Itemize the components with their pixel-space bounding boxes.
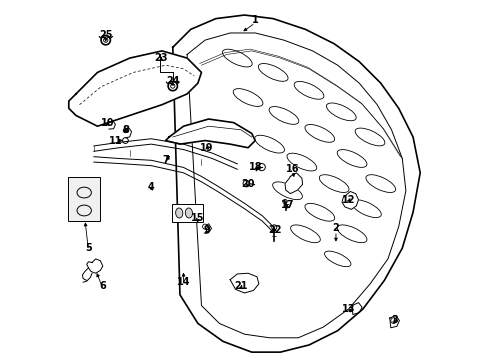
Text: 21: 21: [234, 281, 247, 291]
Ellipse shape: [258, 63, 287, 81]
Ellipse shape: [294, 81, 323, 99]
Text: 6: 6: [99, 281, 106, 291]
Text: 16: 16: [285, 164, 299, 174]
Ellipse shape: [272, 182, 302, 200]
Text: 20: 20: [241, 179, 254, 189]
FancyBboxPatch shape: [171, 204, 202, 222]
Text: 11: 11: [108, 136, 122, 145]
Text: 1: 1: [251, 15, 258, 26]
Ellipse shape: [305, 203, 334, 221]
Polygon shape: [69, 51, 201, 126]
Text: 9: 9: [203, 225, 210, 235]
Text: 12: 12: [341, 195, 354, 205]
Text: 24: 24: [166, 76, 179, 86]
Polygon shape: [341, 192, 358, 210]
Ellipse shape: [185, 208, 192, 218]
Ellipse shape: [305, 125, 334, 142]
Text: 15: 15: [191, 213, 204, 222]
Ellipse shape: [365, 175, 395, 193]
Ellipse shape: [326, 103, 355, 121]
Text: 13: 13: [341, 304, 354, 314]
Text: 2: 2: [332, 224, 339, 233]
Text: 10: 10: [101, 118, 114, 128]
Text: 8: 8: [122, 125, 129, 135]
Ellipse shape: [354, 128, 384, 146]
Polygon shape: [285, 173, 302, 194]
Text: 4: 4: [147, 182, 154, 192]
Text: 25: 25: [99, 30, 112, 40]
Text: 18: 18: [248, 162, 262, 172]
Ellipse shape: [175, 208, 183, 218]
Ellipse shape: [319, 175, 348, 193]
Text: 22: 22: [268, 225, 281, 235]
Polygon shape: [165, 119, 255, 148]
Text: 7: 7: [162, 155, 169, 165]
Ellipse shape: [351, 200, 381, 217]
Text: 3: 3: [391, 315, 398, 325]
Ellipse shape: [324, 251, 350, 267]
Ellipse shape: [222, 49, 252, 67]
Ellipse shape: [286, 153, 316, 171]
Text: 23: 23: [154, 53, 168, 63]
Ellipse shape: [337, 225, 366, 243]
Text: 5: 5: [85, 243, 92, 253]
Text: 14: 14: [177, 277, 190, 287]
Ellipse shape: [290, 225, 320, 243]
Ellipse shape: [233, 89, 263, 107]
Text: 19: 19: [200, 143, 213, 153]
Ellipse shape: [254, 135, 284, 153]
Text: 17: 17: [280, 200, 294, 210]
Ellipse shape: [268, 107, 298, 124]
Ellipse shape: [337, 150, 366, 167]
Polygon shape: [230, 273, 258, 293]
FancyBboxPatch shape: [68, 177, 100, 221]
